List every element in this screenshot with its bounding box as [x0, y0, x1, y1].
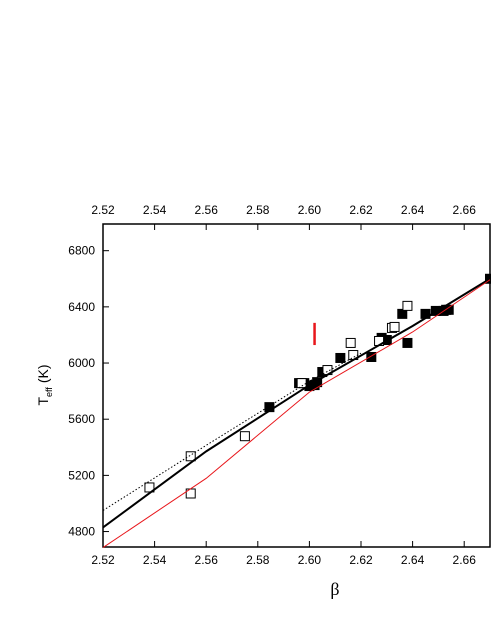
x-tick-label-top: 2.64: [401, 203, 425, 217]
x-tick-label-top: 2.56: [195, 203, 219, 217]
x-tick-label-top: 2.54: [143, 203, 167, 217]
x-tick-label-top: 2.66: [453, 203, 477, 217]
x-tick-label: 2.62: [349, 553, 373, 567]
x-tick-label-top: 2.52: [91, 203, 115, 217]
data-point: [297, 379, 306, 388]
x-tick-label-top: 2.58: [246, 203, 270, 217]
fit-line: [103, 280, 490, 548]
y-tick-label: 4800: [68, 525, 95, 539]
y-label-unit: (K): [35, 364, 51, 383]
data-point: [403, 301, 412, 310]
x-tick-label: 2.66: [453, 553, 477, 567]
x-tick-label-top: 2.60: [298, 203, 322, 217]
data-point: [240, 432, 249, 441]
x-tick-label: 2.52: [91, 553, 115, 567]
x-axis-label: β: [330, 579, 339, 599]
y-tick-label: 6400: [68, 300, 95, 314]
data-point: [403, 338, 412, 347]
data-point: [336, 353, 345, 362]
x-tick-label: 2.58: [246, 553, 270, 567]
x-tick-label: 2.64: [401, 553, 425, 567]
x-tick-label: 2.60: [298, 553, 322, 567]
y-axis-label: Teff(K): [35, 364, 54, 405]
y-tick-label: 5200: [68, 468, 95, 482]
x-tick-label: 2.56: [195, 553, 219, 567]
y-tick-label: 5600: [68, 412, 95, 426]
data-point: [346, 338, 355, 347]
x-tick-label-top: 2.62: [349, 203, 373, 217]
y-tick-label: 6800: [68, 244, 95, 258]
x-tick-label: 2.54: [143, 553, 167, 567]
data-point: [390, 322, 399, 331]
y-tick-label: 6000: [68, 356, 95, 370]
y-label-sub: eff: [44, 387, 54, 397]
